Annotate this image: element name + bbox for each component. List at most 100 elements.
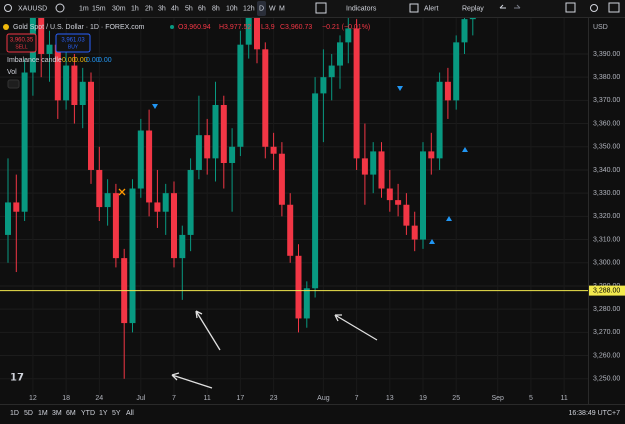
candle-body	[171, 193, 177, 259]
x-tick-label: 7	[172, 395, 176, 402]
signal-down	[397, 86, 403, 91]
interval[interactable]: 1h	[131, 5, 139, 12]
candle-body	[436, 81, 443, 159]
candle-body	[453, 42, 460, 101]
range-button[interactable]: 5Y	[112, 410, 121, 417]
y-tick-label: 3,300.00	[593, 260, 620, 267]
candle-body	[411, 225, 418, 240]
chart-type-icon[interactable]	[315, 2, 327, 14]
range-button[interactable]: 1M	[38, 410, 48, 417]
candle-body	[287, 204, 294, 256]
candle-body	[345, 28, 352, 43]
candle-body	[79, 81, 86, 105]
range-button[interactable]: 1Y	[99, 410, 108, 417]
candle-body	[353, 28, 360, 159]
interval[interactable]: M	[279, 5, 285, 12]
buy-label: BUY	[68, 44, 79, 50]
x-tick-label: 5	[529, 395, 533, 402]
candle-body	[5, 202, 11, 235]
ohlc-value: H3,977.52	[219, 24, 251, 31]
range-button[interactable]: 5D	[24, 410, 33, 417]
volume-label: Vol	[7, 69, 17, 76]
range-button[interactable]: 6M	[66, 410, 76, 417]
fullscreen-icon[interactable]	[608, 2, 620, 13]
candle-body	[137, 130, 144, 189]
interval[interactable]: 15m	[92, 5, 106, 12]
search-icon[interactable]	[4, 4, 12, 12]
candle-body	[303, 288, 310, 319]
y-tick-label: 3,330.00	[593, 190, 620, 197]
interval[interactable]: 6h	[198, 5, 206, 12]
candle-body	[444, 81, 451, 101]
y-tick-label: 3,250.00	[593, 376, 620, 383]
candle-body	[71, 65, 78, 105]
candle-body	[129, 188, 136, 324]
arrow	[195, 310, 221, 351]
interval[interactable]: 5h	[185, 5, 193, 12]
interval[interactable]: 2h	[145, 5, 153, 12]
interval[interactable]: D	[259, 5, 264, 12]
range-button[interactable]: 1D	[10, 410, 19, 417]
settings-icon[interactable]	[590, 4, 598, 12]
candle-body	[162, 193, 169, 212]
candle-body	[179, 234, 186, 259]
indicator-value: 0.00	[74, 57, 88, 64]
candle-body	[237, 44, 244, 147]
candle-body	[112, 193, 119, 259]
x-tick-label: 25	[452, 395, 460, 402]
currency: USD	[593, 24, 608, 31]
sell-price: 3,960.35	[10, 38, 34, 44]
range-button[interactable]: All	[126, 410, 134, 417]
buy-price: 3,961.03	[61, 38, 85, 44]
x-tick-label: 12	[29, 395, 37, 402]
y-tick-label: 3,340.00	[593, 167, 620, 174]
collapse-legend[interactable]	[7, 79, 20, 89]
range-button[interactable]: YTD	[81, 410, 95, 417]
x-tick-label: 19	[419, 395, 427, 402]
x-tick-label: 18	[62, 395, 70, 402]
candle-body	[386, 188, 393, 201]
interval[interactable]: 3h	[158, 5, 166, 12]
indicators-button[interactable]: Indicators	[346, 5, 377, 12]
layout-icon[interactable]	[565, 2, 576, 13]
candle-body	[154, 202, 161, 212]
range-button[interactable]: 3M	[52, 410, 62, 417]
y-tick-label: 3,360.00	[593, 120, 620, 127]
candle-body	[212, 105, 219, 159]
symbol[interactable]: XAUUSD	[18, 5, 47, 12]
candle-body	[361, 158, 368, 175]
symbol-logo	[3, 24, 9, 30]
cross-marker	[118, 188, 126, 196]
price-tag-label: 3,288.00	[593, 287, 620, 294]
sell-button[interactable]	[6, 33, 37, 53]
candle-body	[312, 93, 319, 289]
candle-body	[428, 151, 435, 159]
replay-button[interactable]: Replay	[462, 5, 484, 12]
interval[interactable]: 8h	[212, 5, 220, 12]
undo[interactable]	[499, 4, 506, 9]
y-tick-label: 3,370.00	[593, 97, 620, 104]
candle-body	[420, 151, 426, 240]
interval[interactable]: 4h	[171, 5, 179, 12]
interval[interactable]: 10h	[226, 5, 238, 12]
interval[interactable]: 30m	[112, 5, 126, 12]
x-tick-label: Aug	[317, 395, 330, 402]
interval[interactable]: 1m	[79, 5, 89, 12]
signal-up	[462, 147, 468, 152]
y-tick-label: 3,350.00	[593, 144, 620, 151]
ohlc-value: O3,960.94	[178, 24, 211, 31]
redo[interactable]	[514, 4, 521, 9]
alert-button[interactable]: Alert	[424, 5, 438, 12]
market-status	[170, 25, 174, 29]
add-symbol[interactable]	[55, 3, 65, 13]
interval[interactable]: W	[269, 5, 276, 12]
interval[interactable]: 12h	[243, 5, 255, 12]
y-tick-label: 3,390.00	[593, 51, 620, 58]
x-tick-label: 17	[237, 395, 245, 402]
x-tick-label: Jul	[136, 395, 145, 402]
legend-title: Gold Spot / U.S. Dollar · 1D · FOREX.com	[13, 24, 145, 31]
indicator-value: 0.00	[98, 57, 112, 64]
buy-button[interactable]	[55, 33, 91, 53]
alert-icon[interactable]	[409, 3, 419, 13]
